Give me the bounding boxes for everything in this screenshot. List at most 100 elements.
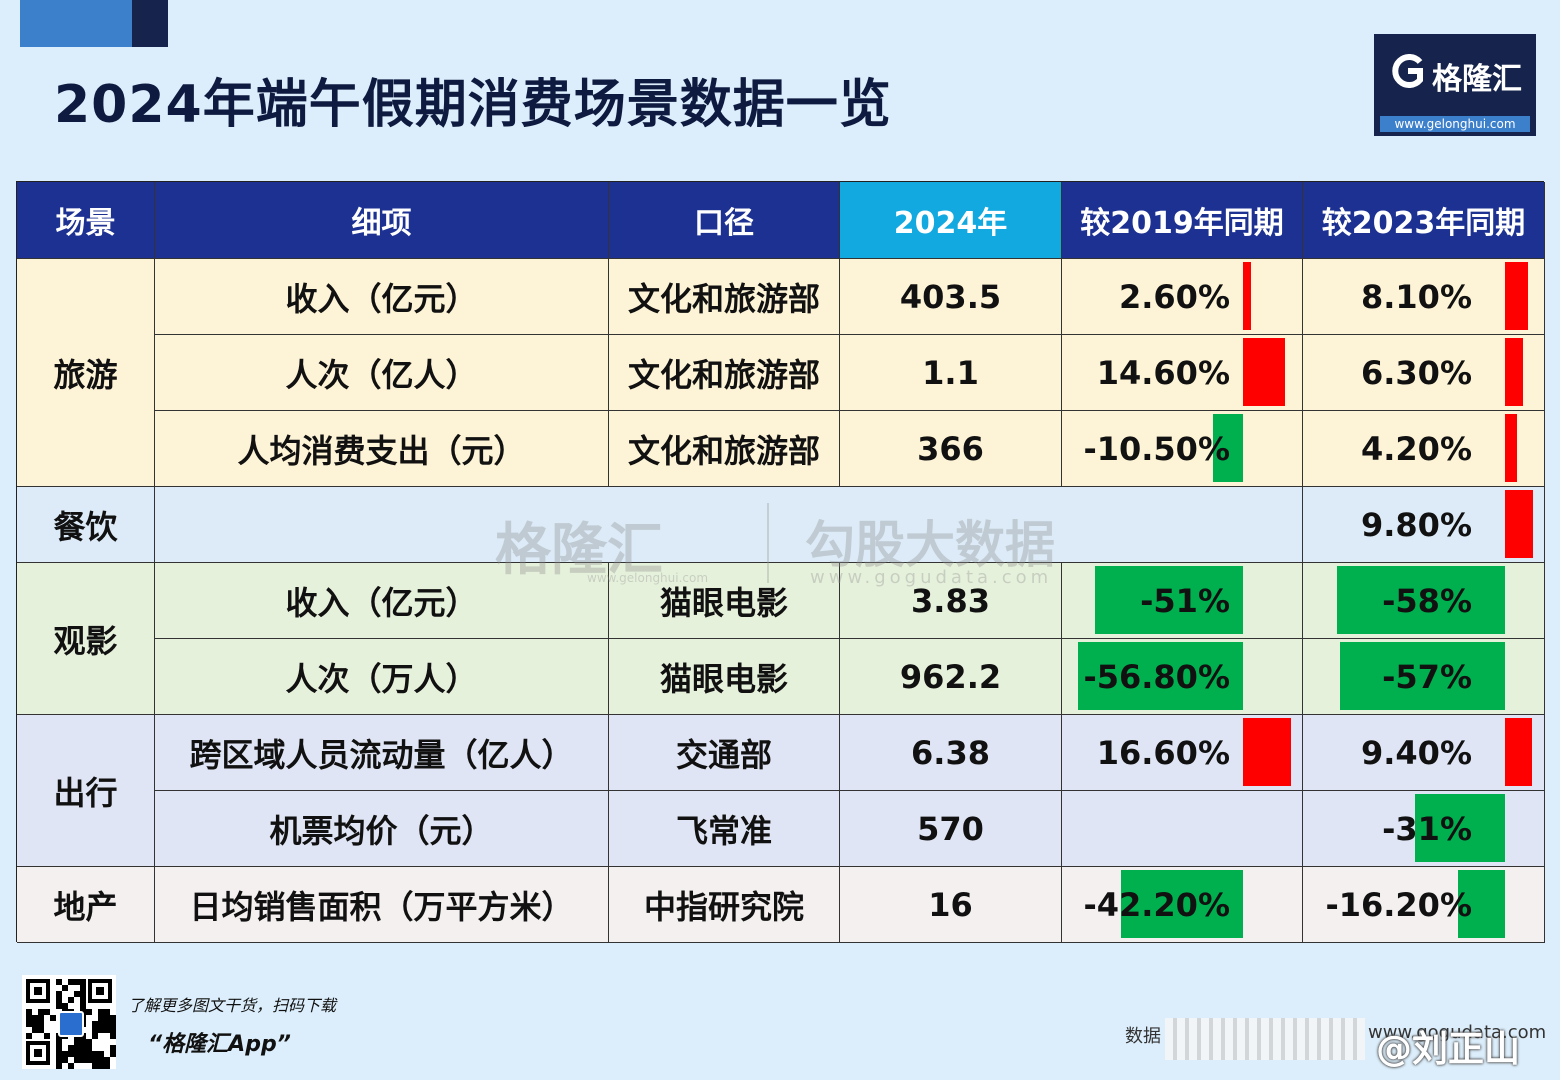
qr-module [62, 1051, 68, 1057]
vs2019-cell: -10.50% [1062, 411, 1303, 487]
qr-module [80, 997, 86, 1003]
vs2019-bar [1212, 414, 1243, 482]
qr-module [38, 1021, 44, 1027]
scene-label: 旅游 [53, 355, 118, 394]
qr-module [38, 1015, 44, 1021]
column-header-label: 较2023年同期 [1321, 206, 1526, 241]
value-2024-cell: 16 [840, 867, 1062, 943]
qr-module [68, 1045, 74, 1051]
vs2023-value: 6.30% [1360, 353, 1472, 392]
value-2024-cell: 962.2 [840, 639, 1062, 715]
column-header-label: 2024年 [893, 206, 1008, 241]
qr-module [74, 979, 80, 985]
value-2024: 962.2 [899, 657, 1002, 696]
vs2019-cell: 16.60% [1062, 715, 1303, 791]
vs2019-cell: -51% [1062, 563, 1303, 639]
qr-module [68, 997, 74, 1003]
qr-module [56, 1063, 62, 1069]
vs2023-value: 9.80% [1360, 505, 1472, 544]
item-label: 收入（亿元） [285, 583, 478, 622]
column-header: 口径 [609, 182, 840, 259]
vs2023-bar [1505, 338, 1524, 406]
qr-module [38, 1027, 44, 1033]
vs2023-value: 4.20% [1360, 429, 1472, 468]
source-label: 飞常准 [675, 811, 772, 850]
qr-module [92, 1063, 98, 1069]
value-2024: 570 [917, 809, 984, 848]
column-header: 较2019年同期 [1062, 182, 1303, 259]
vs2023-cell: 4.20% [1303, 411, 1545, 487]
vs2023-bar [1505, 490, 1534, 558]
qr-module [86, 1051, 92, 1057]
qr-module [104, 1027, 110, 1033]
qr-module [32, 1021, 38, 1027]
qr-module [56, 1057, 62, 1063]
qr-module [68, 1063, 74, 1069]
vs2023-cell: -31% [1303, 791, 1545, 867]
qr-module [98, 1009, 104, 1015]
value-2024-cell: 1.1 [840, 335, 1062, 411]
footer-promo: 了解更多图文干货，扫码下载 [128, 996, 337, 1015]
value-2024: 3.83 [911, 581, 990, 620]
qr-module [86, 1009, 92, 1015]
qr-module [44, 1033, 50, 1039]
qr-module [92, 1051, 98, 1057]
qr-module [74, 1051, 80, 1057]
scene-cell: 出行 [17, 715, 155, 867]
source-label: 文化和旅游部 [627, 431, 820, 470]
qr-module [80, 1057, 86, 1063]
footer-source-label: 数据 [1125, 1026, 1161, 1047]
qr-module [98, 1057, 104, 1063]
vs2019-bar [1243, 262, 1251, 330]
vs2023-value: 9.40% [1360, 733, 1472, 772]
qr-module [104, 1021, 110, 1027]
source-cell: 文化和旅游部 [609, 259, 840, 335]
qr-module [110, 1033, 116, 1039]
qr-code[interactable] [22, 975, 116, 1069]
vs2023-cell: -58% [1303, 563, 1545, 639]
vs2023-cell: 6.30% [1303, 335, 1545, 411]
qr-module [74, 1039, 80, 1045]
scene-label: 观影 [53, 621, 118, 660]
qr-module [110, 1051, 116, 1057]
top-accent-bar [20, 0, 168, 47]
source-label: 猫眼电影 [659, 583, 788, 622]
qr-module [98, 1051, 104, 1057]
item-cell: 跨区域人员流动量（亿人） [155, 715, 609, 791]
column-header-label: 细项 [351, 206, 412, 241]
qr-module [92, 1057, 98, 1063]
value-2024: 403.5 [899, 277, 1002, 316]
gelonghui-logo: 格隆汇 www.gelonghui.com [1374, 34, 1536, 136]
item-label: 人均消费支出（元） [237, 431, 526, 470]
vs2019-bar [1243, 718, 1292, 786]
qr-module [32, 1015, 38, 1021]
qr-module [104, 1063, 110, 1069]
value-2024-cell: 403.5 [840, 259, 1062, 335]
qr-module [80, 1003, 86, 1009]
vs2023-value: -31% [1382, 809, 1472, 848]
vs2019-cell [1062, 791, 1303, 867]
vs2023-cell: 8.10% [1303, 259, 1545, 335]
column-header: 场景 [17, 182, 155, 259]
qr-module [80, 979, 86, 985]
logo-name: 格隆汇 [1432, 62, 1522, 97]
scene-label: 地产 [53, 887, 118, 926]
qr-module [110, 1027, 116, 1033]
item-label: 机票均价（元） [269, 811, 494, 850]
item-label: 收入（亿元） [285, 279, 478, 318]
qr-center-logo-icon [58, 1011, 84, 1037]
source-label: 交通部 [675, 735, 772, 774]
empty-merged-cell [155, 487, 1303, 563]
qr-module [110, 1021, 116, 1027]
footer-site: www.gogudata.com [1368, 1022, 1547, 1043]
qr-module [74, 1057, 80, 1063]
qr-module [92, 1033, 98, 1039]
qr-module [92, 1021, 98, 1027]
scene-label: 餐饮 [53, 507, 118, 546]
scene-label: 出行 [53, 773, 118, 812]
column-header: 较2023年同期 [1303, 182, 1545, 259]
qr-module [26, 1033, 32, 1039]
vs2023-bar [1505, 262, 1529, 330]
vs2023-cell: -16.20% [1303, 867, 1545, 943]
qr-finder [88, 979, 112, 1003]
